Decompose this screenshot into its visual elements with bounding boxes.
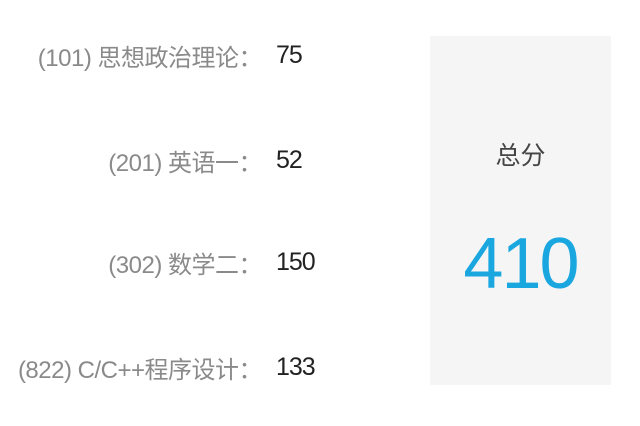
subject-label: (822) C/C++程序设计： xyxy=(17,356,263,384)
subject-label: (302) 数学二： xyxy=(108,251,262,279)
total-score-panel: 总分 410 xyxy=(430,36,611,385)
score-row: (822) C/C++程序设计： 133 xyxy=(0,349,330,385)
subject-score: 150 xyxy=(276,247,316,276)
score-row: (101) 思想政治理论： 75 xyxy=(0,37,330,73)
score-row: (201) 英语一： 52 xyxy=(0,142,330,178)
subject-score: 133 xyxy=(276,352,316,381)
total-value: 410 xyxy=(463,224,579,304)
subject-label: (201) 英语一： xyxy=(108,149,262,177)
subject-score: 52 xyxy=(276,145,303,174)
subject-label: (101) 思想政治理论： xyxy=(37,44,263,72)
subject-score: 75 xyxy=(276,40,303,69)
total-label: 总分 xyxy=(495,142,546,170)
score-row: (302) 数学二： 150 xyxy=(0,244,330,280)
